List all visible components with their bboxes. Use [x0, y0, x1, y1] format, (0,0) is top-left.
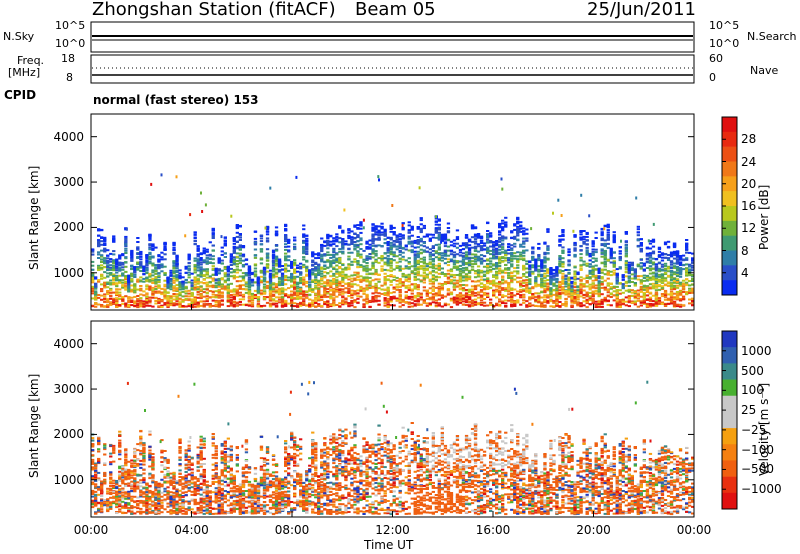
colorbar-swatch [722, 176, 737, 192]
x-tick-label: 12:00 [375, 523, 410, 537]
power-colorbar [721, 116, 738, 296]
colorbar-tick-label: 1000 [741, 343, 772, 358]
colorbar-swatch [722, 492, 737, 510]
x-axis-label: Time UT [364, 538, 414, 552]
freq-panel [90, 54, 695, 84]
colorbar-tick-label: 25 [741, 403, 757, 418]
colorbar-swatch [722, 411, 737, 429]
date-title: 25/Jun/2011 [587, 0, 696, 20]
colorbar-tick-label: 8 [741, 243, 749, 258]
colorbar-swatch [722, 460, 737, 477]
colorbar-frame [721, 330, 738, 510]
nsky-panel [90, 21, 695, 53]
colorbar-tick-label: 28 [741, 132, 757, 147]
y-tick-label: 1000 [53, 265, 84, 280]
nsearch-tick-low: 10^0 [709, 37, 740, 50]
colorbar-swatch [722, 363, 737, 380]
power-colorbar-label: Power [dB] [757, 184, 771, 250]
y-tick-label: 4000 [53, 336, 84, 351]
colorbar-swatch [722, 220, 737, 236]
nave-tick-high: 60 [709, 52, 723, 65]
nsky-label: N.Sky [3, 30, 35, 43]
colorbar-tick-label: 4 [741, 265, 749, 280]
nave-tick-low: 0 [709, 71, 716, 84]
colorbar-tick-label: −100 [741, 442, 774, 457]
colorbar-swatch [722, 191, 737, 207]
y-tick-label: 2000 [53, 427, 84, 442]
colorbar-swatch [722, 395, 737, 413]
velocity-heatmap-cells [91, 380, 695, 516]
nave-label: Nave [750, 64, 779, 77]
colorbar-swatch [722, 331, 737, 348]
colorbar-swatch [722, 131, 737, 147]
colorbar-swatch [722, 444, 737, 461]
colorbar-swatch [722, 206, 737, 222]
x-tick-label: 08:00 [274, 523, 310, 537]
colorbar-tick-label: −1000 [741, 482, 782, 497]
colorbar-swatch [722, 265, 737, 281]
colorbar-swatch [722, 235, 737, 251]
cpid-label: CPID [4, 88, 37, 102]
colorbar-tick-label: −25 [741, 422, 767, 437]
velocity-y-axis-label: Slant Range [km] [27, 373, 41, 478]
colorbar-swatch [722, 117, 737, 133]
colorbar-tick-label: −500 [741, 462, 774, 477]
y-tick-label: 1000 [53, 472, 84, 487]
velocity-colorbar [721, 330, 738, 510]
nsearch-tick-high: 10^5 [709, 19, 740, 32]
y-tick-label: 2000 [53, 220, 84, 235]
nsky-tick-high: 10^5 [55, 19, 86, 32]
axis-ticks [90, 136, 695, 517]
y-tick-label: 3000 [53, 382, 84, 397]
colorbar-swatch [722, 250, 737, 266]
freq-tick-high: 18 [61, 52, 75, 65]
freq-unit-label: [MHz] [8, 66, 41, 79]
y-tick-label: 3000 [53, 175, 84, 190]
freq-label: Freq. [17, 54, 45, 67]
colorbar-swatch [722, 161, 737, 177]
station-title: Zhongshan Station (fitACF) [92, 0, 336, 20]
colorbar-tick-label: 500 [741, 363, 764, 378]
colorbar-swatch [722, 428, 737, 445]
colorbar-tick-label: 12 [741, 221, 757, 236]
colorbar-swatch [722, 476, 737, 494]
power-heatmap-cells [91, 173, 695, 309]
freq-tick-low: 8 [66, 71, 73, 84]
nsky-tick-low: 10^0 [55, 37, 86, 50]
beam-title: Beam 05 [355, 0, 436, 20]
x-tick-label: 20:00 [576, 523, 611, 537]
colorbar-tick-label: 20 [741, 176, 757, 191]
colorbar-swatch [722, 379, 737, 397]
x-tick-label: 04:00 [174, 523, 209, 537]
power-y-axis-label: Slant Range [km] [27, 165, 41, 270]
y-tick-label: 4000 [53, 129, 84, 144]
x-tick-label: 16:00 [475, 523, 511, 537]
x-tick-label: 00:00 [73, 523, 109, 537]
cpid-text: normal (fast stereo) 153 [93, 93, 259, 107]
nsearch-label: N.Search [747, 30, 797, 43]
colorbar-tick-label: 100 [741, 383, 764, 398]
x-tick-label: 00:00 [676, 523, 712, 537]
colorbar-swatch [722, 146, 737, 162]
colorbar-tick-label: 24 [741, 154, 757, 169]
colorbar-swatch [722, 280, 737, 296]
colorbar-swatch [722, 347, 737, 364]
colorbar-tick-label: 16 [741, 199, 757, 213]
